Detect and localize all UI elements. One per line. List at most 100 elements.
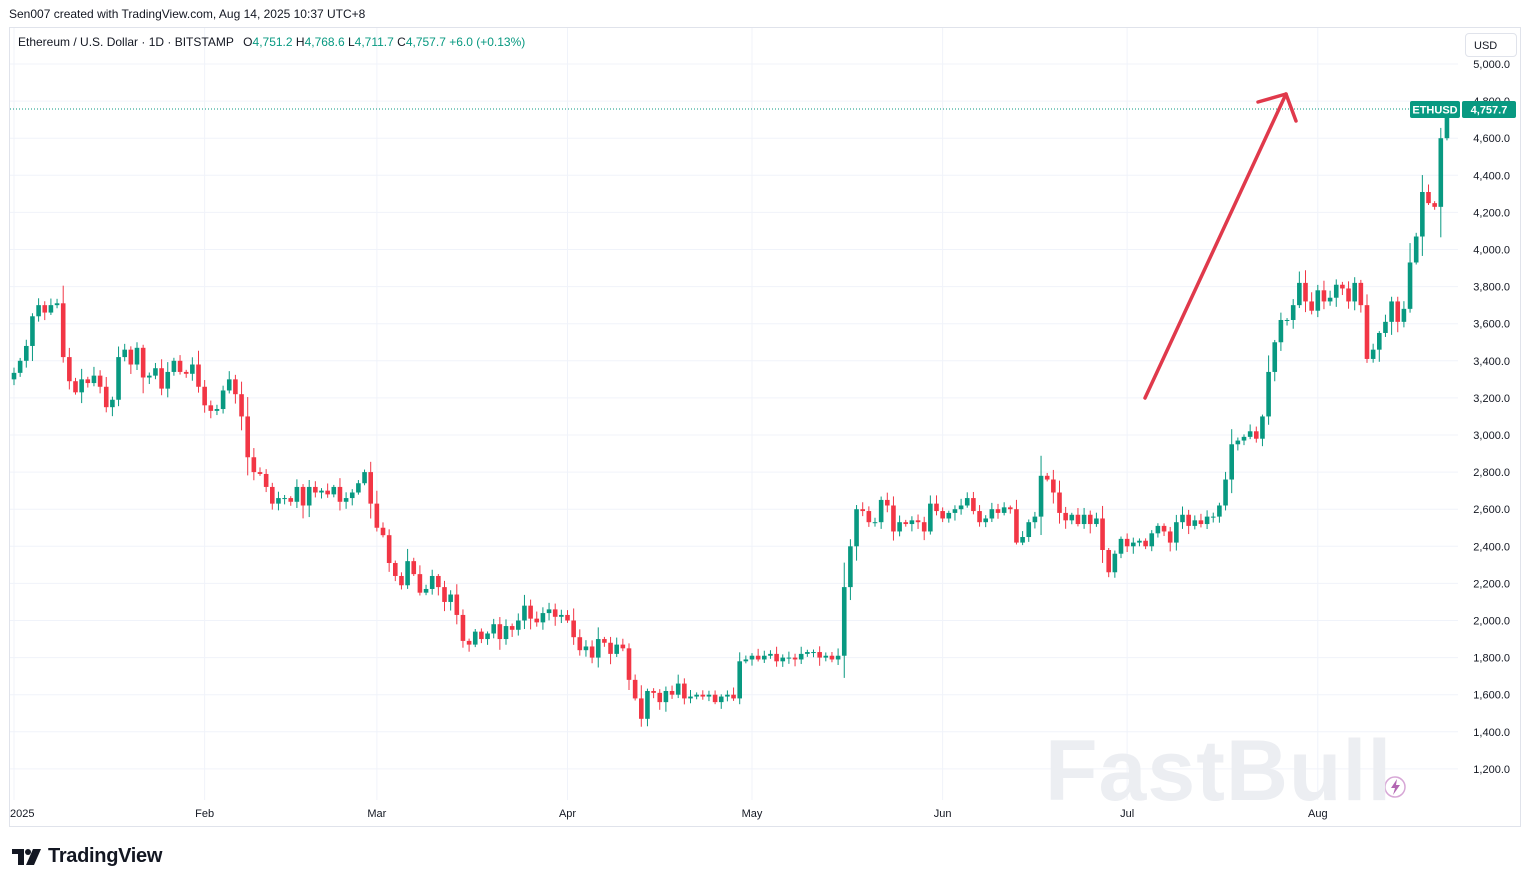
candle-body <box>1118 538 1124 554</box>
candle-body <box>503 626 509 640</box>
time-tick-label: Jun <box>934 808 952 820</box>
candle-body <box>393 562 398 576</box>
candle <box>762 650 767 663</box>
candle <box>337 478 343 511</box>
candle-body <box>946 512 952 519</box>
candle-body <box>1327 297 1333 302</box>
currency-button[interactable]: USD <box>1465 33 1517 57</box>
candle <box>626 643 632 690</box>
candle-body <box>54 303 60 306</box>
candle <box>454 584 460 625</box>
candle <box>964 492 970 508</box>
price-tick-label: 1,400.0 <box>1473 727 1510 739</box>
candle <box>362 469 367 486</box>
candle <box>48 298 54 315</box>
candle-body <box>1204 516 1210 525</box>
candle <box>694 692 699 700</box>
candle <box>1180 506 1185 529</box>
candle <box>854 505 859 561</box>
tradingview-logo[interactable]: TradingView <box>12 845 162 868</box>
candle <box>1210 512 1216 523</box>
candle <box>1155 523 1161 538</box>
candle-body <box>165 371 171 389</box>
candle <box>1241 434 1247 446</box>
candle <box>485 631 490 645</box>
candle <box>872 517 878 527</box>
candle <box>103 377 109 413</box>
candle-body <box>841 587 847 656</box>
chart-frame[interactable] <box>9 27 1521 827</box>
candle <box>1186 509 1191 535</box>
candle <box>1278 312 1284 351</box>
candle-body <box>1309 301 1314 311</box>
candle-body <box>226 379 232 391</box>
candle-body <box>325 490 330 495</box>
candle <box>522 594 527 630</box>
candle <box>251 448 257 481</box>
candle-body <box>300 486 306 506</box>
candle <box>608 636 613 665</box>
price-tick-label: 5,000.0 <box>1473 59 1510 71</box>
candle-body <box>220 390 226 410</box>
candle <box>559 609 564 624</box>
symbol-name[interactable]: Ethereum / U.S. Dollar · 1D · BITSTAMP <box>18 35 234 49</box>
bolt-icon[interactable] <box>1384 776 1406 798</box>
candle-body <box>1044 475 1050 480</box>
candle <box>1247 424 1253 440</box>
candle <box>1094 512 1099 527</box>
candle-body <box>909 520 915 525</box>
candle <box>1032 511 1038 529</box>
candle <box>183 369 189 378</box>
candle-body <box>805 652 810 654</box>
candle <box>983 515 988 528</box>
candle <box>731 687 736 701</box>
candle-body <box>1383 321 1388 333</box>
candle <box>263 469 269 493</box>
candle-body <box>1020 537 1025 543</box>
candle-body <box>1432 203 1437 207</box>
candle-body <box>645 690 650 719</box>
candle <box>1014 499 1019 545</box>
candle-body <box>405 561 410 586</box>
candle-body <box>700 694 706 697</box>
candle-body <box>829 655 835 660</box>
time-tick-label: 2025 <box>10 808 34 820</box>
candle <box>798 646 804 665</box>
candle <box>1303 270 1308 313</box>
candle-body <box>1297 282 1302 306</box>
candle-body <box>466 640 472 645</box>
candle-body <box>1290 305 1296 320</box>
candle <box>288 496 294 506</box>
candle-body <box>294 486 300 502</box>
candle-body <box>1266 371 1271 417</box>
candle-body <box>725 694 730 697</box>
candle-body <box>1401 308 1407 322</box>
candle-body <box>749 655 755 660</box>
candle <box>780 654 786 667</box>
price-tick-label: 2,400.0 <box>1473 541 1510 553</box>
candle <box>725 690 730 702</box>
candle <box>282 494 287 505</box>
candle <box>442 580 447 612</box>
candle-body <box>183 371 189 374</box>
candle <box>134 342 140 371</box>
candle <box>921 516 927 541</box>
candle <box>657 689 663 710</box>
candle <box>805 649 810 657</box>
candle-body <box>706 694 712 697</box>
candle <box>294 479 300 508</box>
price-axis: 1,200.0 1,400.0 1,600.0 1,800.0 2,000.0 2,200… <box>1473 59 1510 776</box>
candle <box>989 502 995 523</box>
time-tick-label: May <box>742 808 763 820</box>
candle-body <box>632 679 638 699</box>
candle-body <box>1087 514 1093 525</box>
candle <box>1008 505 1013 514</box>
candle-body <box>147 375 152 378</box>
candle <box>276 491 281 511</box>
candle-body <box>675 683 681 695</box>
candle <box>128 346 134 374</box>
candle <box>325 483 330 498</box>
candle-body <box>1075 514 1081 525</box>
candle-body <box>1340 284 1345 289</box>
